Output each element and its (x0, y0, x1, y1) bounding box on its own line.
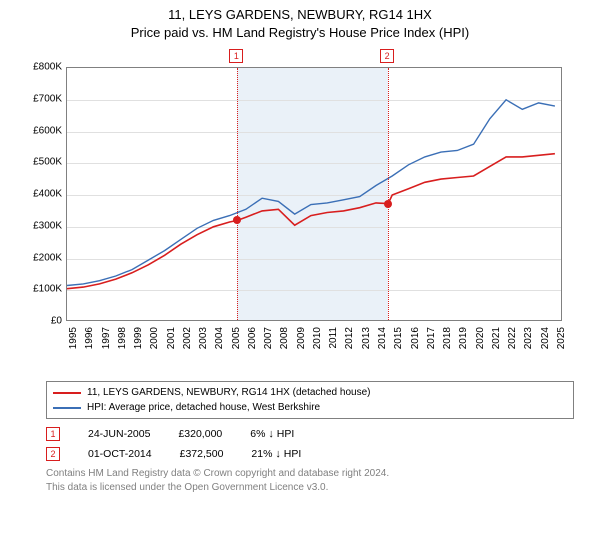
x-axis-label: 2020 (475, 327, 486, 357)
y-axis-label: £800K (20, 62, 62, 73)
y-axis-label: £400K (20, 189, 62, 200)
event-date: 24-JUN-2005 (88, 428, 150, 440)
down-arrow-icon: ↓ (268, 428, 274, 440)
chart-title: 11, LEYS GARDENS, NEWBURY, RG14 1HX Pric… (0, 0, 600, 41)
x-axis-label: 2009 (296, 327, 307, 357)
x-axis-label: 2012 (344, 327, 355, 357)
x-axis-label: 2014 (377, 327, 388, 357)
series-svg (67, 68, 562, 321)
legend-row-price-paid: 11, LEYS GARDENS, NEWBURY, RG14 1HX (det… (53, 385, 567, 400)
event-diff: 21% ↓ HPI (251, 448, 301, 460)
series-price_paid (67, 154, 555, 289)
event-dot (384, 200, 392, 208)
x-axis-label: 2005 (231, 327, 242, 357)
x-axis-label: 2002 (182, 327, 193, 357)
event-price: £320,000 (178, 428, 222, 440)
x-axis-label: 2003 (198, 327, 209, 357)
series-hpi (67, 100, 555, 286)
event-marker: 1 (229, 49, 243, 63)
y-axis-label: £200K (20, 252, 62, 263)
event-date: 01-OCT-2014 (88, 448, 152, 460)
y-axis-label: £300K (20, 220, 62, 231)
legend-swatch (53, 392, 81, 394)
x-axis-label: 2015 (393, 327, 404, 357)
y-axis-label: £500K (20, 157, 62, 168)
x-axis-label: 2004 (214, 327, 225, 357)
legend: 11, LEYS GARDENS, NEWBURY, RG14 1HX (det… (46, 381, 574, 419)
x-axis-label: 2017 (426, 327, 437, 357)
event-row: 2 01-OCT-2014 £372,500 21% ↓ HPI (46, 447, 574, 461)
legend-swatch (53, 407, 81, 409)
event-marker: 2 (46, 447, 60, 461)
title-line1: 11, LEYS GARDENS, NEWBURY, RG14 1HX (0, 6, 600, 24)
legend-label: 11, LEYS GARDENS, NEWBURY, RG14 1HX (det… (87, 385, 370, 400)
event-row: 1 24-JUN-2005 £320,000 6% ↓ HPI (46, 427, 574, 441)
x-axis-label: 2016 (410, 327, 421, 357)
x-axis-label: 2021 (491, 327, 502, 357)
x-axis-label: 2013 (361, 327, 372, 357)
x-axis-label: 1995 (68, 327, 79, 357)
event-price: £372,500 (180, 448, 224, 460)
x-axis-label: 2007 (263, 327, 274, 357)
x-axis-label: 2024 (540, 327, 551, 357)
x-axis-label: 2006 (247, 327, 258, 357)
x-axis-label: 2001 (166, 327, 177, 357)
x-axis-label: 2019 (458, 327, 469, 357)
events-table: 1 24-JUN-2005 £320,000 6% ↓ HPI 2 01-OCT… (46, 427, 574, 461)
x-axis-label: 1996 (84, 327, 95, 357)
y-axis-label: £600K (20, 125, 62, 136)
x-axis-label: 2025 (556, 327, 567, 357)
attribution-footer: Contains HM Land Registry data © Crown c… (46, 467, 574, 494)
x-axis-label: 2008 (279, 327, 290, 357)
price-chart: £0 £100K £200K £300K £400K £500K £600K £700K £80… (20, 47, 580, 377)
event-marker: 2 (380, 49, 394, 63)
y-axis-label: £0 (20, 316, 62, 327)
x-axis-label: 1997 (101, 327, 112, 357)
y-axis-label: £700K (20, 93, 62, 104)
event-diff: 6% ↓ HPI (250, 428, 294, 440)
title-line2: Price paid vs. HM Land Registry's House … (0, 24, 600, 42)
event-marker: 1 (46, 427, 60, 441)
legend-label: HPI: Average price, detached house, West… (87, 400, 320, 415)
x-axis-label: 1998 (117, 327, 128, 357)
event-dot (233, 216, 241, 224)
event-line (388, 68, 389, 320)
event-line (237, 68, 238, 320)
legend-row-hpi: HPI: Average price, detached house, West… (53, 400, 567, 415)
x-axis-label: 2023 (523, 327, 534, 357)
x-axis-label: 1999 (133, 327, 144, 357)
footer-line1: Contains HM Land Registry data © Crown c… (46, 467, 574, 481)
plot-area (66, 67, 562, 321)
x-axis-label: 2022 (507, 327, 518, 357)
x-axis-label: 2011 (328, 327, 339, 357)
footer-line2: This data is licensed under the Open Gov… (46, 481, 574, 495)
x-axis-label: 2010 (312, 327, 323, 357)
x-axis-label: 2000 (149, 327, 160, 357)
down-arrow-icon: ↓ (275, 448, 281, 460)
y-axis-label: £100K (20, 284, 62, 295)
x-axis-label: 2018 (442, 327, 453, 357)
